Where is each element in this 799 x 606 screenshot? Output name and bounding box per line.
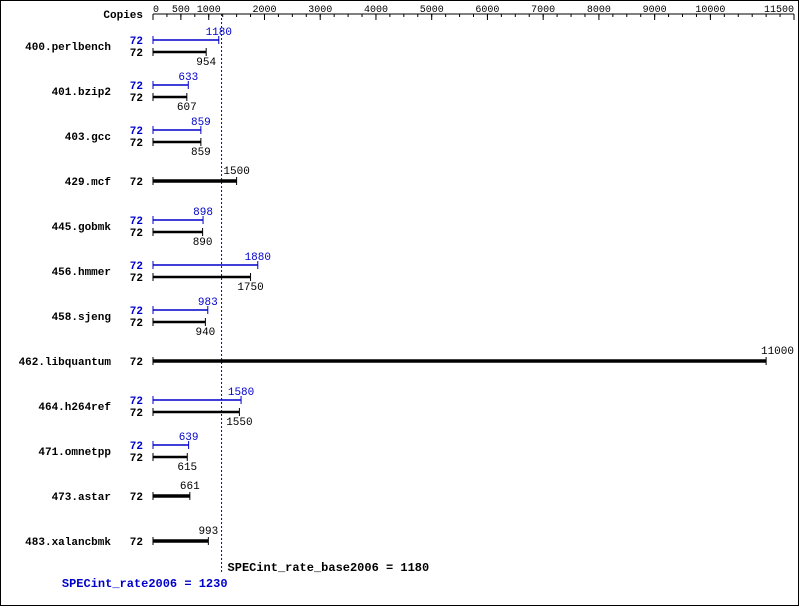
benchmark-label: 445.gobmk — [52, 222, 112, 234]
chart-svg: Copies 0 500 1000 2000 3000 4000 5000 6000 7000 80… — [1, 1, 798, 605]
peak-copies: 72 — [130, 126, 143, 138]
peak-value: 1180 — [206, 27, 232, 39]
base-value: 954 — [196, 57, 216, 69]
axis-tick-label: 11500 — [764, 5, 794, 16]
peak-copies: 72 — [130, 306, 143, 318]
peak-value: 1880 — [245, 252, 271, 264]
base-copies: 72 — [130, 228, 143, 240]
base-copies: 72 — [130, 357, 143, 369]
axis-tick-label: 3000 — [308, 5, 332, 16]
benchmark-label: 403.gcc — [65, 132, 111, 144]
peak-value: 633 — [178, 72, 198, 84]
axis-tick-label: 2000 — [252, 5, 276, 16]
peak-copies: 72 — [130, 441, 143, 453]
axis-tick-label: 10000 — [695, 5, 725, 16]
base-copies: 72 — [130, 48, 143, 60]
peak-copies: 72 — [130, 36, 143, 48]
base-value: 1500 — [223, 166, 249, 178]
axis-tick-label: 500 — [172, 5, 190, 16]
base-value: 859 — [191, 147, 211, 159]
peak-value: 639 — [179, 432, 199, 444]
base-copies: 72 — [130, 318, 143, 330]
base-value: 890 — [193, 237, 213, 249]
benchmark-label: 456.hmmer — [52, 267, 111, 279]
axis-tick-label: 0 — [153, 5, 159, 16]
benchmark-label: 429.mcf — [65, 177, 112, 189]
base-value: 993 — [198, 526, 218, 538]
base-copies: 72 — [130, 138, 143, 150]
base-value: 615 — [177, 462, 197, 474]
axis-tick-label: 9000 — [643, 5, 667, 16]
axis-tick-label: 5000 — [420, 5, 444, 16]
base-copies: 72 — [130, 177, 143, 189]
benchmark-label: 458.sjeng — [52, 312, 111, 324]
axis-tick-label: 6000 — [475, 5, 499, 16]
peak-value: 1580 — [228, 387, 254, 399]
base-copies: 72 — [130, 492, 143, 504]
benchmark-label: 462.libquantum — [19, 357, 112, 369]
base-copies: 72 — [130, 537, 143, 549]
footer-base-label: SPECint_rate_base2006 = 1180 — [228, 561, 430, 575]
axis-tick-label: 4000 — [364, 5, 388, 16]
benchmark-label: 464.h264ref — [38, 402, 111, 414]
base-copies: 72 — [130, 453, 143, 465]
peak-value: 859 — [191, 117, 211, 129]
axis-tick-label: 7000 — [531, 5, 555, 16]
benchmark-label: 471.omnetpp — [38, 447, 111, 459]
benchmark-label: 400.perlbench — [25, 42, 111, 54]
copies-header: Copies — [103, 10, 143, 22]
peak-copies: 72 — [130, 216, 143, 228]
peak-copies: 72 — [130, 261, 143, 273]
axis-tick-label: 8000 — [587, 5, 611, 16]
base-copies: 72 — [130, 408, 143, 420]
peak-value: 983 — [198, 297, 218, 309]
base-value: 940 — [195, 327, 215, 339]
base-value: 661 — [180, 481, 200, 493]
base-value: 1750 — [237, 282, 263, 294]
peak-copies: 72 — [130, 81, 143, 93]
benchmark-label: 401.bzip2 — [52, 87, 111, 99]
axis-tick-label: 1000 — [197, 5, 221, 16]
base-copies: 72 — [130, 273, 143, 285]
base-copies: 72 — [130, 93, 143, 105]
base-value: 11000 — [761, 346, 794, 358]
benchmark-label: 483.xalancbmk — [25, 537, 111, 549]
base-value: 1550 — [226, 417, 252, 429]
peak-value: 898 — [193, 207, 213, 219]
spec-chart: Copies 0 500 1000 2000 3000 4000 5000 6000 7000 80… — [0, 0, 799, 606]
peak-copies: 72 — [130, 396, 143, 408]
base-value: 607 — [177, 102, 197, 114]
footer-peak-label: SPECint_rate2006 = 1230 — [62, 577, 228, 591]
benchmark-label: 473.astar — [52, 492, 111, 504]
